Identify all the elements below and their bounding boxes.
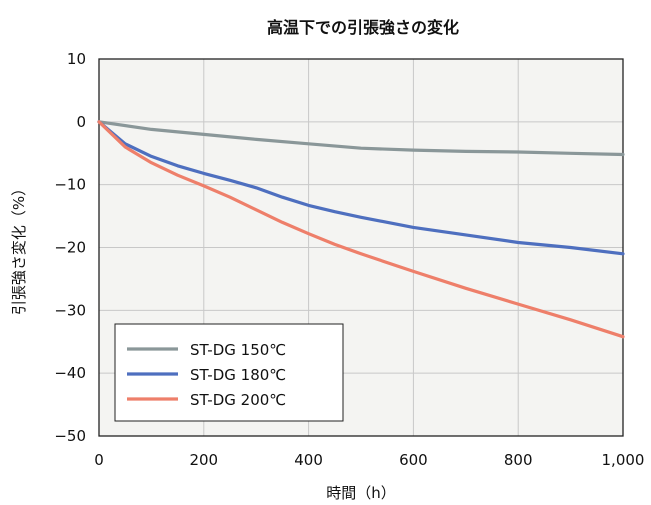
y-tick-label: −50 xyxy=(54,427,86,445)
x-tick-label: 0 xyxy=(94,451,104,469)
x-tick-label: 600 xyxy=(399,451,428,469)
x-tick-label: 1,000 xyxy=(602,451,645,469)
plot-frame xyxy=(98,58,624,437)
series-line xyxy=(97,120,625,339)
series-lines xyxy=(97,120,625,339)
y-tick-label: −20 xyxy=(54,239,86,257)
series-line xyxy=(97,120,625,256)
legend-label: ST-DG 150℃ xyxy=(190,341,286,359)
x-tick-label: 800 xyxy=(504,451,533,469)
legend: ST-DG 150℃ ST-DG 180℃ ST-DG 200℃ xyxy=(114,323,344,422)
y-axis-ticks: 10 0 −10 −20 −30 −40 −50 xyxy=(54,50,86,445)
y-tick-label: −40 xyxy=(54,364,86,382)
y-tick-label: 10 xyxy=(67,50,86,68)
y-tick-label: −10 xyxy=(54,176,86,194)
chart-title: 高温下での引張強さの変化 xyxy=(267,18,459,37)
legend-label: ST-DG 200℃ xyxy=(190,391,286,409)
x-tick-label: 400 xyxy=(294,451,323,469)
y-axis-label: 引張強さ変化（%） xyxy=(10,181,28,315)
x-tick-label: 200 xyxy=(189,451,218,469)
x-axis-ticks: 0 200 400 600 800 1,000 xyxy=(94,451,644,469)
y-tick-label: 0 xyxy=(76,113,86,131)
series-line xyxy=(97,120,625,157)
y-tick-label: −30 xyxy=(54,301,86,319)
legend-label: ST-DG 180℃ xyxy=(190,366,286,384)
x-axis-label: 時間（h） xyxy=(326,484,396,502)
